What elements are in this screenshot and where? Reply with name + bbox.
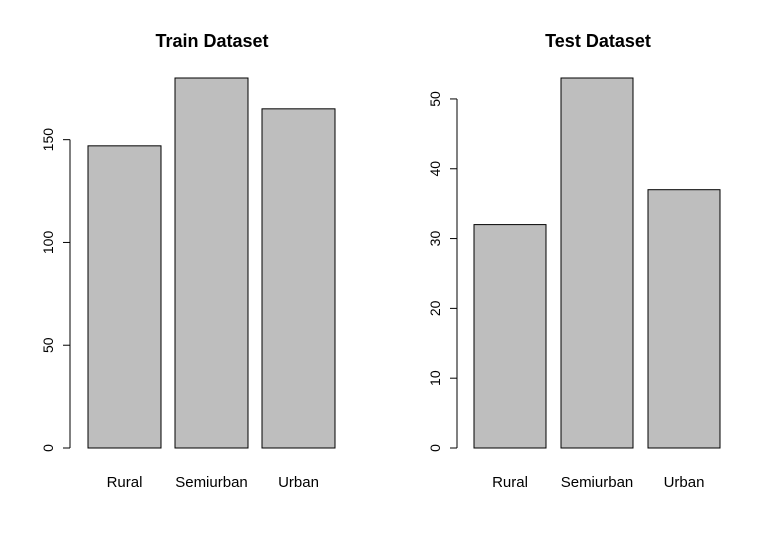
bar-urban: [261, 108, 336, 449]
chart-panel-1: Train Dataset Rural Semiurban Urban 0 50 100 15…: [40, 31, 336, 491]
bar-rural: [473, 224, 547, 449]
category-label: Rural: [107, 474, 143, 491]
y-tick-label: 0: [427, 444, 443, 452]
bar-rural: [87, 145, 162, 449]
bar-semiurban: [174, 77, 249, 449]
chart-title: Train Dataset: [155, 31, 268, 51]
y-tick-label: 30: [427, 231, 443, 247]
chart-title: Test Dataset: [545, 31, 651, 51]
y-tick-label: 40: [427, 161, 443, 177]
bar-urban: [647, 189, 721, 449]
category-label: Urban: [664, 474, 705, 491]
category-label: Urban: [278, 474, 319, 491]
y-tick-label: 150: [40, 128, 56, 152]
y-tick-label: 100: [40, 231, 56, 255]
y-tick-label: 20: [427, 300, 443, 316]
chart-panel-2: Test Dataset Rural Semiurban Urban 0 10 20 30 40…: [427, 31, 721, 491]
y-tick-label: 10: [427, 370, 443, 386]
category-label: Semiurban: [175, 474, 248, 491]
category-label: Rural: [492, 474, 528, 491]
y-tick-label: 0: [40, 444, 56, 452]
y-tick-label: 50: [40, 337, 56, 353]
y-tick-label: 50: [427, 91, 443, 107]
category-label: Semiurban: [561, 474, 634, 491]
bar-semiurban: [560, 77, 634, 449]
